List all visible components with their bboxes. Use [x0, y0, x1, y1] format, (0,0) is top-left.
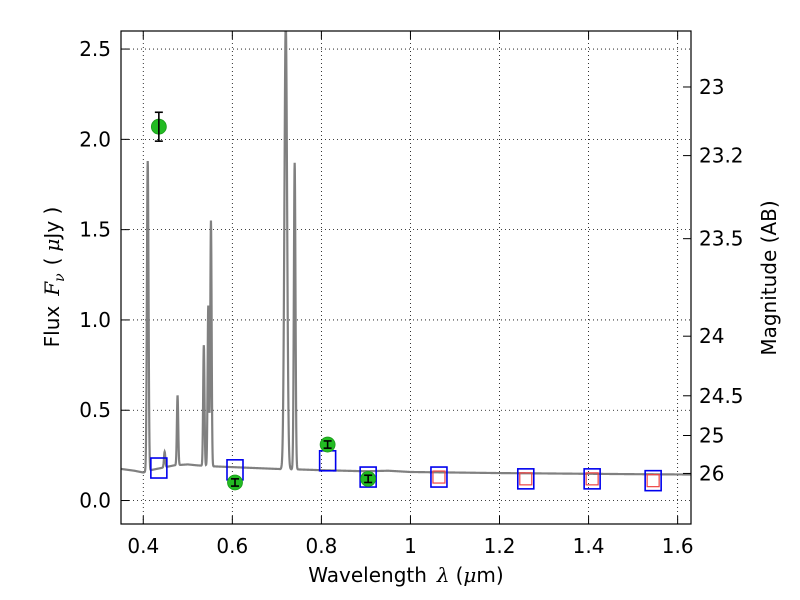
y-tick-label: 1.0 — [79, 308, 111, 332]
plot-frame — [120, 30, 692, 525]
y2-tick-label: 23.2 — [699, 144, 744, 168]
y2-tick-label: 23 — [699, 75, 724, 99]
model-flux-box — [359, 466, 377, 488]
model-flux-box — [644, 469, 662, 492]
y-tick-label: 1.5 — [79, 218, 111, 242]
y2-axis-label: Magnitude (AB) — [757, 200, 781, 355]
model-flux-inner-box — [585, 472, 599, 486]
model-flux-inner-box — [646, 474, 660, 488]
model-flux-box — [430, 466, 448, 488]
model-flux-box — [318, 449, 337, 472]
y2-tick-label: 24.5 — [699, 384, 744, 408]
x-tick-label: 0.4 — [127, 534, 159, 558]
plot-area — [121, 31, 691, 492]
model-flux-inner-box — [432, 470, 446, 484]
y-axis-label: FluxFν(μJy ) — [40, 207, 68, 348]
y2-tick-label: 25 — [699, 424, 724, 448]
axis-ticks: 0.4 0.6 0.8 1 1.2 1.4 1.6 0.0 0.5 1.0 1.5 2.0 2.5 23 2… — [79, 31, 744, 558]
model-flux-box — [516, 468, 535, 490]
x-axis-label: Wavelength λ (μm) — [308, 563, 503, 587]
y-tick-label: 0.0 — [79, 489, 111, 513]
x-tick-label: 0.6 — [216, 534, 248, 558]
y-tick-label: 2.5 — [79, 37, 111, 61]
y-tick-label: 2.0 — [79, 127, 111, 151]
y-tick-label: 0.5 — [79, 398, 111, 422]
x-tick-label: 1.4 — [573, 534, 605, 558]
model-flux-box — [583, 468, 601, 490]
grid — [121, 31, 691, 524]
y2-tick-label: 26 — [699, 461, 724, 485]
y2-tick-label: 24 — [699, 324, 724, 348]
x-tick-label: 1.6 — [662, 534, 694, 558]
x-tick-label: 1.2 — [484, 534, 516, 558]
x-tick-label: 1 — [404, 534, 417, 558]
model-flux-inner-box — [519, 472, 533, 486]
model-flux-box — [150, 457, 168, 479]
x-tick-label: 0.8 — [305, 534, 337, 558]
sed-template-line — [121, 31, 691, 476]
y2-tick-label: 23.5 — [699, 227, 744, 251]
